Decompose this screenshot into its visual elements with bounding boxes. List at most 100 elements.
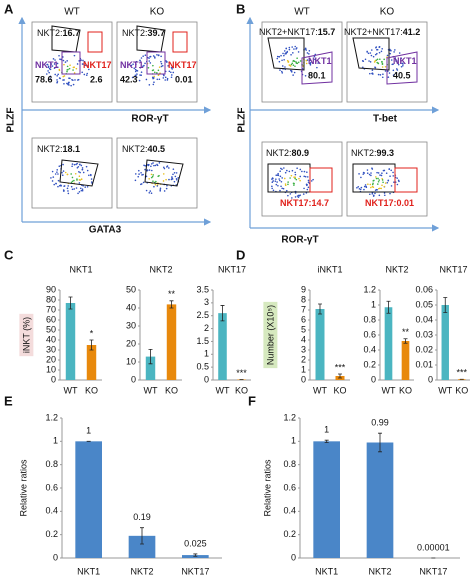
event-dot (145, 78, 148, 81)
event-dot (152, 174, 155, 176)
gate-value: 15.7 (318, 27, 336, 37)
event-dot (68, 77, 70, 79)
event-dot (289, 193, 292, 195)
error-bar (386, 300, 391, 314)
event-dot (88, 174, 90, 177)
gate-label: NKT2:39.7 (122, 28, 165, 38)
event-dot (48, 71, 50, 74)
event-dot (275, 183, 278, 186)
y-tick-label: 3.5 (196, 284, 209, 294)
event-dot (74, 79, 76, 81)
event-dot (83, 73, 86, 76)
event-dot (283, 54, 285, 57)
event-dot (309, 63, 312, 65)
error-bar (220, 305, 225, 322)
event-dot (297, 196, 300, 198)
event-dot (305, 49, 308, 51)
event-dot (306, 184, 308, 187)
event-dot (74, 172, 77, 175)
gate-label: NKT17:14.7 (280, 198, 329, 208)
y-tick-label: 1.2 (363, 284, 376, 294)
event-dot (299, 194, 302, 196)
event-dot (304, 47, 307, 50)
event-dot (135, 63, 137, 66)
y-tick-label: 0.03 (415, 329, 433, 339)
y-tick-label: 0.6 (363, 329, 376, 339)
event-dot (56, 66, 59, 68)
value-label: 0.99 (371, 418, 389, 428)
event-dot (376, 183, 379, 185)
event-dot (377, 177, 379, 180)
event-dot (384, 70, 387, 72)
event-dot (153, 185, 155, 188)
y-tick-label: 0.4 (283, 506, 296, 516)
event-dot (64, 61, 67, 63)
gate (172, 31, 188, 53)
significance: *** (456, 368, 467, 378)
event-dot (271, 185, 273, 188)
event-dot (376, 48, 379, 51)
event-dot (56, 75, 58, 77)
event-dot (377, 180, 380, 183)
event-dot (278, 60, 281, 63)
y-tick-label: 0.6 (45, 482, 58, 492)
event-dot (293, 176, 295, 178)
gate-name: NKT2: (122, 144, 148, 154)
event-dot (73, 163, 76, 166)
event-dot (133, 67, 136, 70)
event-dot (286, 59, 289, 62)
event-dot (61, 174, 64, 177)
event-dot (162, 180, 165, 182)
event-dot (389, 52, 392, 55)
event-dot (388, 168, 391, 170)
event-dot (134, 74, 137, 77)
event-dot (277, 172, 279, 175)
event-dot (368, 173, 371, 176)
event-dot (50, 63, 53, 65)
panel-label: A (4, 1, 14, 16)
y-tick-label: 1.2 (45, 412, 58, 422)
event-dot (173, 180, 176, 183)
gate (144, 159, 184, 187)
event-dot (47, 65, 50, 68)
event-dot (303, 170, 306, 173)
event-dot (308, 49, 311, 52)
event-dot (365, 185, 367, 188)
event-dot (56, 81, 59, 83)
event-dot (287, 181, 289, 183)
event-dot (55, 182, 57, 185)
event-dot (77, 78, 80, 81)
gate-name: NKT1 (393, 56, 417, 66)
y-tick-label: 0.04 (415, 314, 433, 324)
x-tick-label: KO (165, 385, 178, 395)
y-tick-label: 1 (291, 436, 296, 446)
event-dot (170, 74, 173, 76)
event-dot (66, 60, 68, 62)
gate-name: NKT17 (83, 60, 112, 70)
event-dot (271, 178, 273, 180)
event-dot (57, 179, 60, 182)
event-dot (156, 53, 158, 56)
event-dot (171, 177, 173, 179)
event-dot (392, 171, 394, 174)
event-dot (284, 171, 287, 174)
event-dot (145, 189, 148, 192)
gate-value: 0.01 (397, 198, 415, 208)
event-dot (82, 171, 85, 174)
event-dot (283, 177, 286, 180)
event-dot (390, 59, 393, 61)
event-dot (306, 188, 309, 191)
event-dot (371, 69, 374, 71)
y-tick-label: 0.8 (45, 459, 58, 469)
event-dot (71, 165, 73, 168)
event-dot (292, 59, 295, 62)
x-tick-label: KO (455, 385, 468, 395)
event-dot (140, 171, 142, 174)
y-tick-label: 0 (131, 374, 136, 384)
event-dot (73, 179, 75, 182)
panel-label: D (236, 247, 245, 262)
event-dot (386, 181, 389, 184)
event-dot (158, 162, 161, 164)
event-dot (67, 82, 70, 85)
event-dot (357, 185, 360, 188)
